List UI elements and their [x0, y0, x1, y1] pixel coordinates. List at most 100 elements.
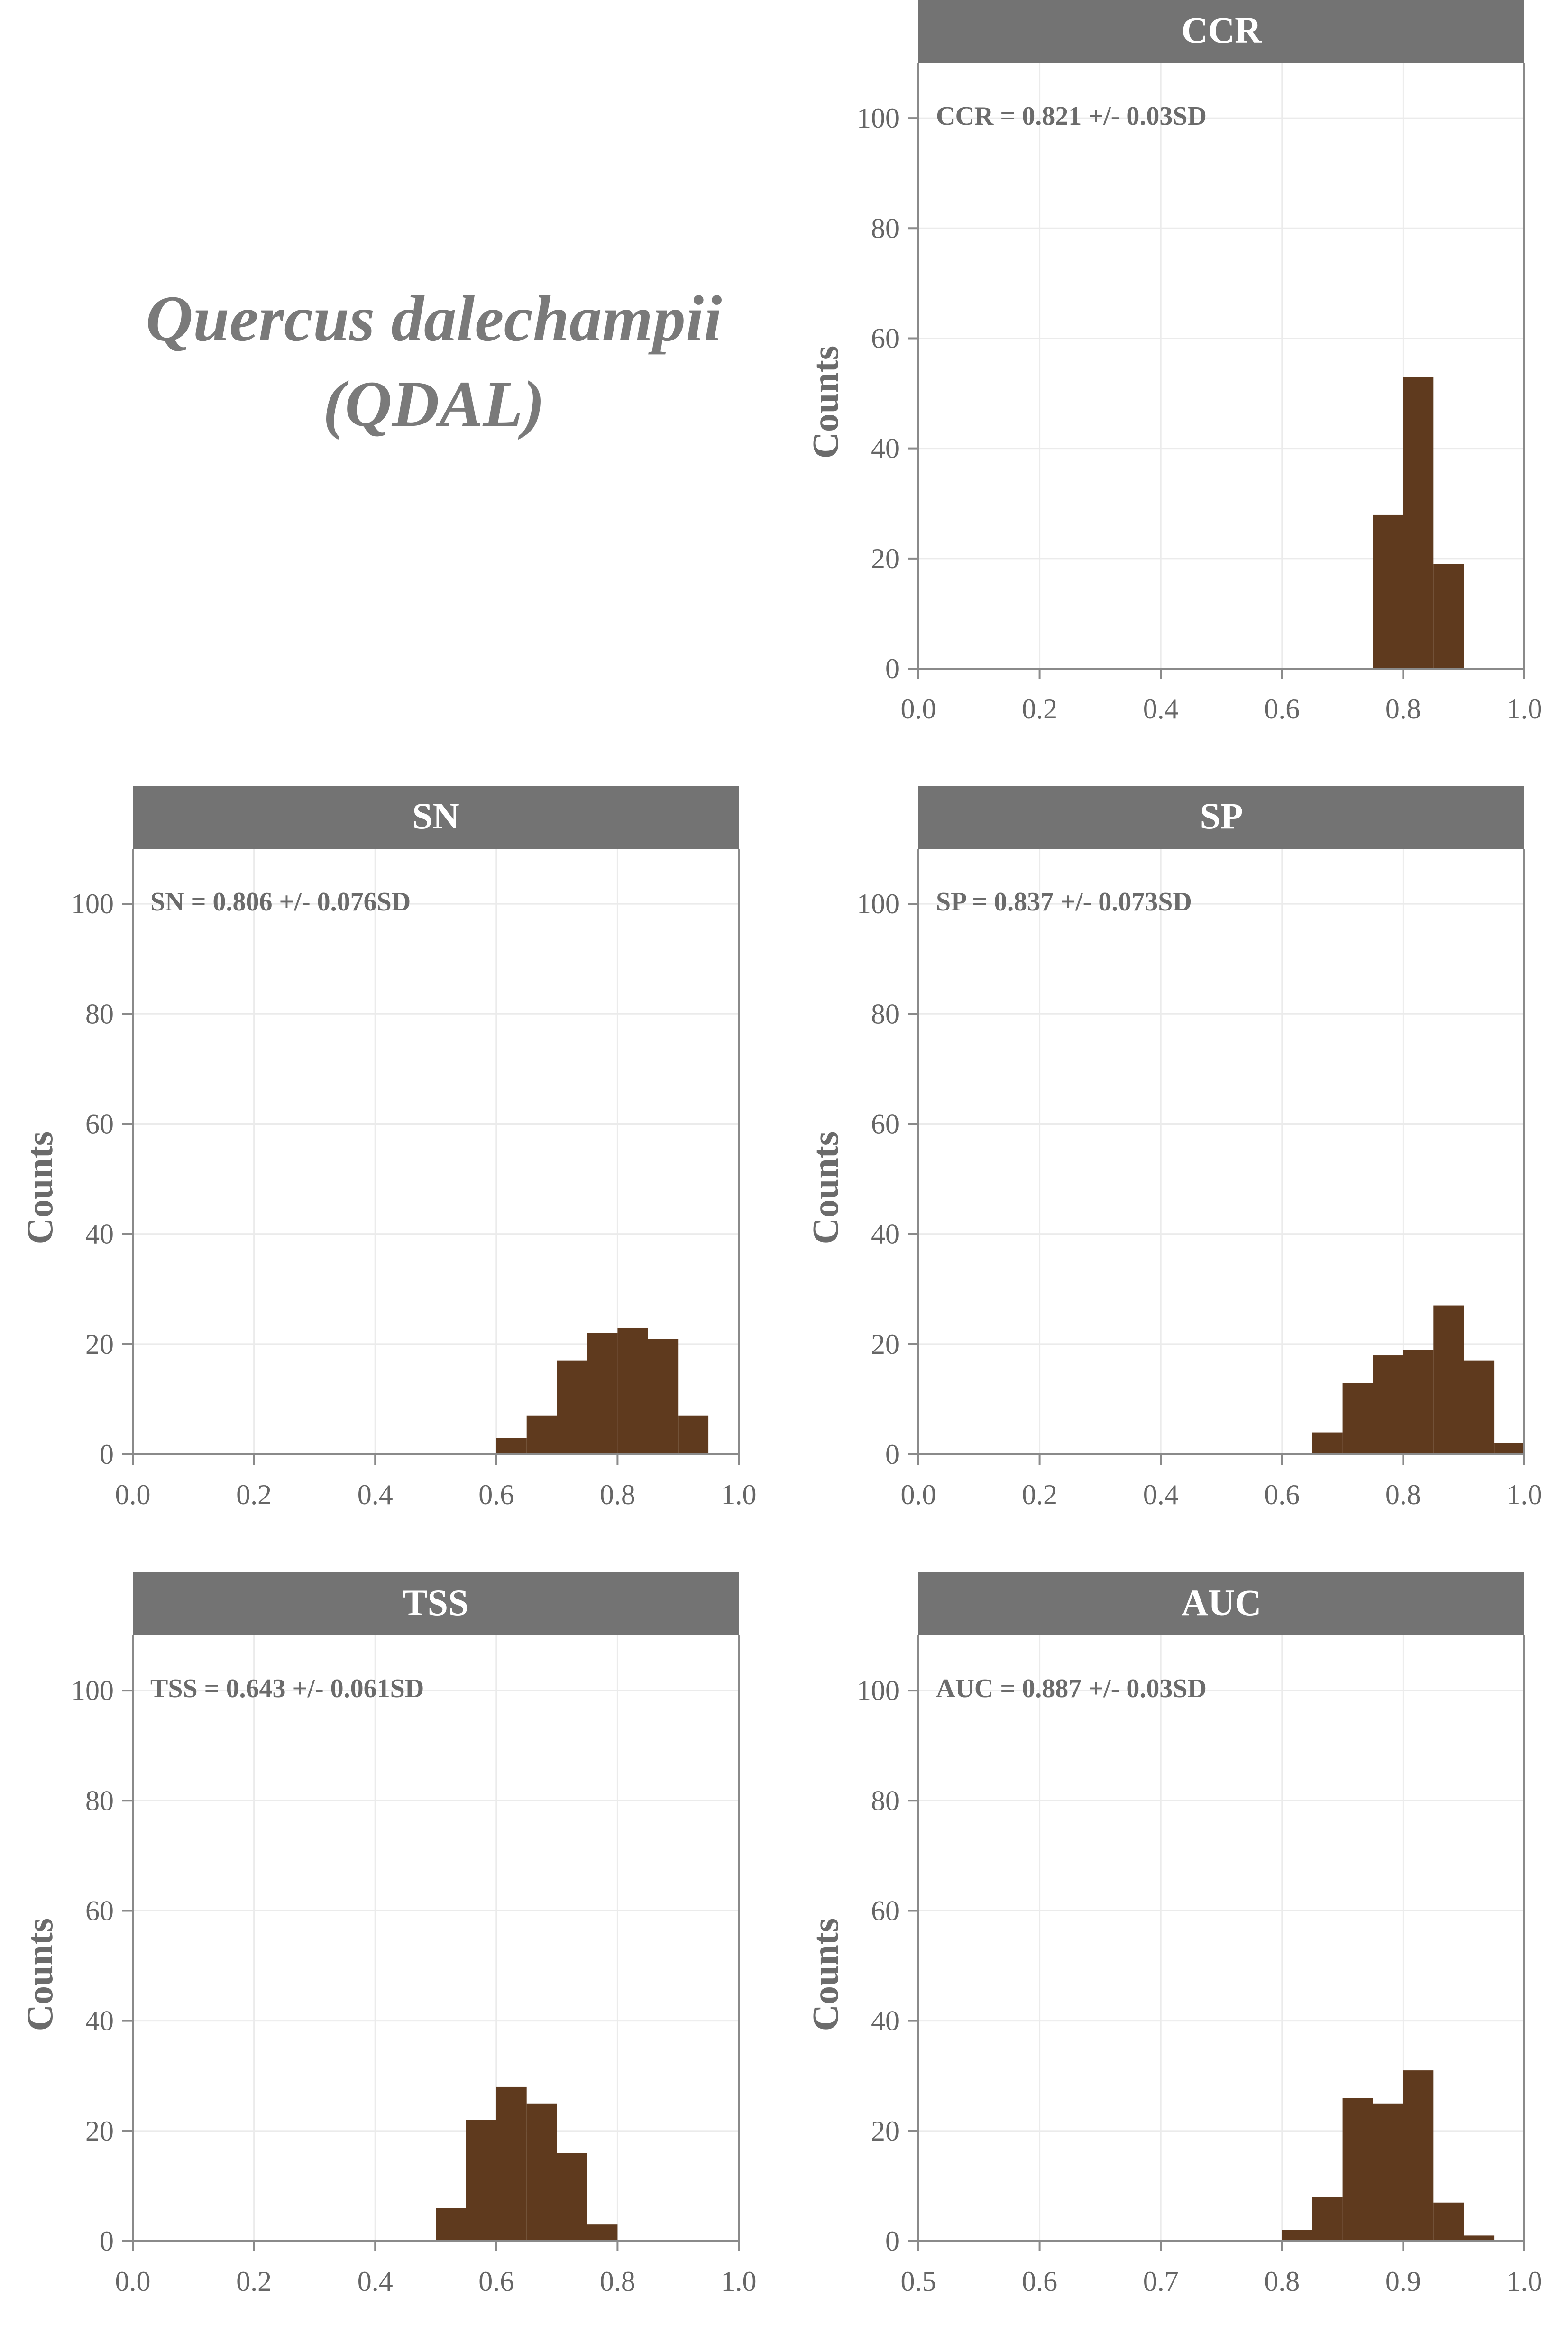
x-tick-label: 0.2 — [236, 1479, 272, 1510]
histogram-bar — [1312, 2197, 1343, 2241]
y-axis-ccr: 0 20 40 60 80 100 — [857, 102, 918, 684]
x-tick-label: 0.4 — [1143, 1479, 1179, 1510]
histogram-bar — [587, 1333, 618, 1454]
histogram-bar — [1342, 2098, 1373, 2241]
y-tick-label: 40 — [871, 433, 899, 464]
y-tick-label: 40 — [85, 1219, 114, 1250]
histogram-bar — [557, 1360, 587, 1454]
y-axis-title: Counts — [19, 1918, 60, 2031]
x-tick-label: 0.7 — [1143, 2266, 1179, 2297]
x-tick-label: 0.6 — [1264, 1479, 1300, 1510]
x-tick-label: 0.6 — [478, 1479, 514, 1510]
figure-title-species: Quercus dalechampii — [146, 282, 722, 355]
panel-auc: AUC AUC = 0.887 +/- 0.03SD 0 20 40 60 80 100 0.5… — [805, 1572, 1542, 2297]
y-axis-title: Counts — [805, 346, 846, 459]
x-tick-label: 1.0 — [1507, 2266, 1542, 2297]
x-tick-label: 0.2 — [236, 2266, 272, 2297]
y-tick-label: 100 — [71, 888, 114, 919]
y-tick-label: 80 — [85, 998, 114, 1029]
x-tick-label: 0.0 — [115, 2266, 151, 2297]
y-axis-tss: 0 20 40 60 80 100 — [71, 1675, 133, 2257]
x-tick-label: 0.8 — [600, 2266, 635, 2297]
x-tick-label: 0.8 — [600, 1479, 635, 1510]
histogram-bar — [1433, 564, 1464, 669]
y-axis-sp: 0 20 40 60 80 100 — [857, 888, 918, 1470]
x-tick-label: 1.0 — [1507, 1479, 1542, 1510]
x-tick-label: 0.8 — [1385, 693, 1421, 725]
x-axis-auc: 0.5 0.6 0.7 0.8 0.9 1.0 — [901, 2241, 1542, 2297]
bars-ccr — [1373, 377, 1464, 669]
histogram-bar — [617, 1327, 648, 1454]
y-axis-sn: 0 20 40 60 80 100 — [71, 888, 133, 1470]
x-axis-tss: 0.0 0.2 0.4 0.6 0.8 1.0 — [115, 2241, 757, 2297]
bars-sn — [496, 1327, 709, 1454]
facet-strip-label: SP — [1200, 795, 1243, 836]
x-tick-label: 0.8 — [1385, 1479, 1421, 1510]
histogram-bar — [678, 1415, 709, 1454]
figure-title-code: (QDAL) — [323, 368, 545, 440]
x-tick-label: 0.5 — [901, 2266, 936, 2297]
x-tick-label: 1.0 — [721, 1479, 757, 1510]
histogram-bar — [436, 2208, 466, 2241]
x-tick-label: 1.0 — [1507, 693, 1542, 725]
x-tick-label: 0.0 — [901, 1479, 936, 1510]
facet-panels: CCR CCR = 0.821 +/- 0.03SD 0 20 40 60 80 100 0.0… — [19, 0, 1542, 2297]
y-tick-label: 60 — [871, 1108, 899, 1139]
y-tick-label: 80 — [85, 1785, 114, 1816]
y-tick-label: 80 — [871, 1785, 899, 1816]
facet-strip — [918, 0, 1524, 63]
histogram-bar — [1373, 514, 1403, 669]
y-tick-label: 20 — [871, 2115, 899, 2147]
x-tick-label: 0.8 — [1264, 2266, 1300, 2297]
histogram-bar — [466, 2120, 496, 2241]
y-axis-title: Counts — [805, 1918, 846, 2031]
y-tick-label: 40 — [85, 2005, 114, 2037]
y-tick-label: 0 — [100, 1439, 114, 1470]
y-axis-title: Counts — [19, 1131, 60, 1244]
y-tick-label: 20 — [85, 1329, 114, 1360]
y-tick-label: 60 — [871, 1895, 899, 1926]
histogram-bar — [648, 1339, 679, 1454]
y-tick-label: 0 — [885, 1439, 899, 1470]
y-tick-label: 100 — [71, 1675, 114, 1706]
y-tick-label: 20 — [871, 543, 899, 574]
histogram-bar — [1373, 2103, 1403, 2241]
x-tick-label: 0.6 — [1264, 693, 1300, 725]
y-tick-label: 60 — [871, 322, 899, 354]
y-tick-label: 80 — [871, 212, 899, 244]
y-tick-label: 20 — [871, 1329, 899, 1360]
x-tick-label: 0.9 — [1385, 2266, 1421, 2297]
stat-annotation: TSS = 0.643 +/- 0.061SD — [150, 1674, 424, 1703]
histogram-bar — [526, 1415, 557, 1454]
y-tick-label: 60 — [85, 1108, 114, 1139]
histogram-bar — [1403, 2070, 1434, 2241]
histogram-bar — [1373, 1355, 1403, 1454]
x-axis-ccr: 0.0 0.2 0.4 0.6 0.8 1.0 — [901, 669, 1542, 725]
facet-strip-label: SN — [412, 795, 459, 836]
histogram-bar — [587, 2224, 618, 2241]
histogram-bar — [1342, 1383, 1373, 1454]
facet-strip-label: CCR — [1182, 9, 1263, 51]
x-tick-label: 0.4 — [358, 1479, 393, 1510]
histogram-bar — [496, 1438, 527, 1454]
x-tick-label: 0.4 — [358, 2266, 393, 2297]
histogram-bar — [1433, 1305, 1464, 1454]
gridlines-ccr — [917, 63, 1525, 670]
facet-strip-label: TSS — [403, 1582, 469, 1623]
histogram-bar — [1433, 2202, 1464, 2241]
y-tick-label: 0 — [885, 653, 899, 684]
histogram-bar — [557, 2153, 587, 2241]
x-tick-label: 0.0 — [901, 693, 936, 725]
y-tick-label: 20 — [85, 2115, 114, 2147]
y-tick-label: 80 — [871, 998, 899, 1029]
x-tick-label: 0.2 — [1022, 693, 1057, 725]
facet-strip — [918, 786, 1524, 849]
y-tick-label: 0 — [100, 2225, 114, 2257]
bars-sp — [1312, 1305, 1524, 1454]
y-tick-label: 100 — [857, 102, 899, 134]
histogram-bar — [496, 2086, 527, 2241]
facet-strip — [133, 786, 739, 849]
facet-strip-label: AUC — [1182, 1582, 1262, 1623]
